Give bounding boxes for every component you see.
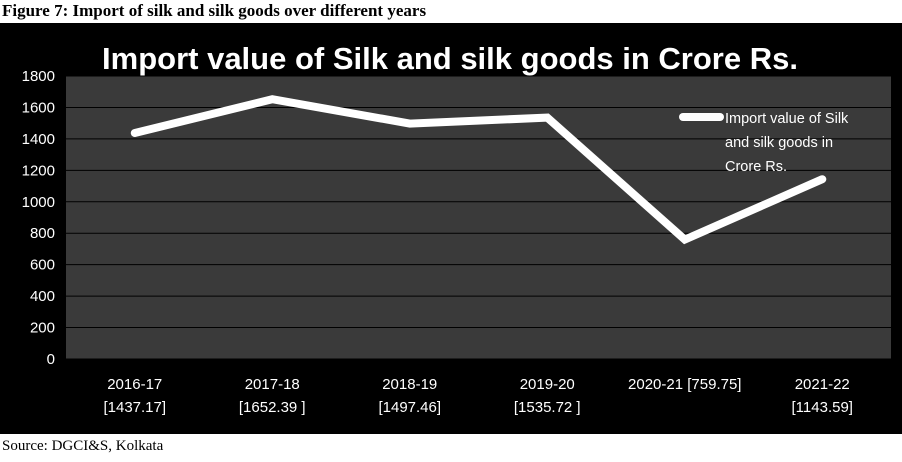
chart-title: Import value of Silk and silk goods in C… — [102, 41, 798, 76]
x-category-label: 2019-20 — [520, 376, 575, 393]
data-point — [131, 129, 139, 137]
legend-label: Crore Rs. — [725, 159, 787, 175]
x-category-label: [1143.59] — [792, 399, 853, 416]
gridlines — [66, 75, 891, 360]
data-point — [818, 175, 826, 183]
figure-caption: Figure 7: Import of silk and silk goods … — [2, 1, 427, 20]
line-chart: 0 200 400 600 800 1000 1200 1400 1600 1800 2016-1… — [22, 41, 891, 416]
x-category-label: [1497.46] — [378, 399, 441, 416]
x-category-label: 2020-21 [759.75] — [628, 376, 741, 393]
source-note: Source: DGCI&S, Kolkata — [2, 438, 164, 454]
y-tick-label: 1400 — [22, 131, 55, 148]
legend: Import value of Silk and silk goods in Cro… — [679, 111, 849, 175]
data-point — [543, 114, 551, 122]
legend-label: and silk goods in — [725, 135, 833, 151]
x-category-label: 2021-22 — [795, 376, 850, 393]
x-category-label: 2016-17 — [107, 376, 162, 393]
data-point — [268, 95, 276, 103]
y-tick-label: 1200 — [22, 162, 55, 179]
y-tick-label: 1800 — [22, 68, 55, 85]
y-tick-label: 600 — [30, 257, 55, 274]
y-tick-label: 400 — [30, 288, 55, 305]
x-category-label: 2018-19 — [382, 376, 437, 393]
series-line — [130, 95, 827, 245]
data-point — [681, 236, 689, 244]
x-axis-categories: 2016-17 [1437.17] 2017-18 [1652.39 ] 2018-19… — [103, 376, 853, 416]
y-tick-label: 200 — [30, 320, 55, 337]
y-tick-label: 800 — [30, 225, 55, 242]
x-category-label: [1535.72 ] — [514, 399, 581, 416]
y-tick-label: 1000 — [22, 194, 55, 211]
x-category-label: 2017-18 — [245, 376, 300, 393]
data-point — [406, 120, 414, 128]
y-axis-ticks: 0 200 400 600 800 1000 1200 1400 1600 1800 — [22, 68, 55, 368]
x-category-label: [1437.17] — [103, 399, 166, 416]
y-tick-label: 1600 — [22, 99, 55, 116]
y-tick-label: 0 — [47, 351, 55, 368]
chart-frame: 0 200 400 600 800 1000 1200 1400 1600 1800 2016-1… — [0, 23, 902, 434]
data-points — [131, 95, 826, 244]
x-category-label: [1652.39 ] — [239, 399, 306, 416]
legend-label: Import value of Silk — [725, 111, 849, 127]
